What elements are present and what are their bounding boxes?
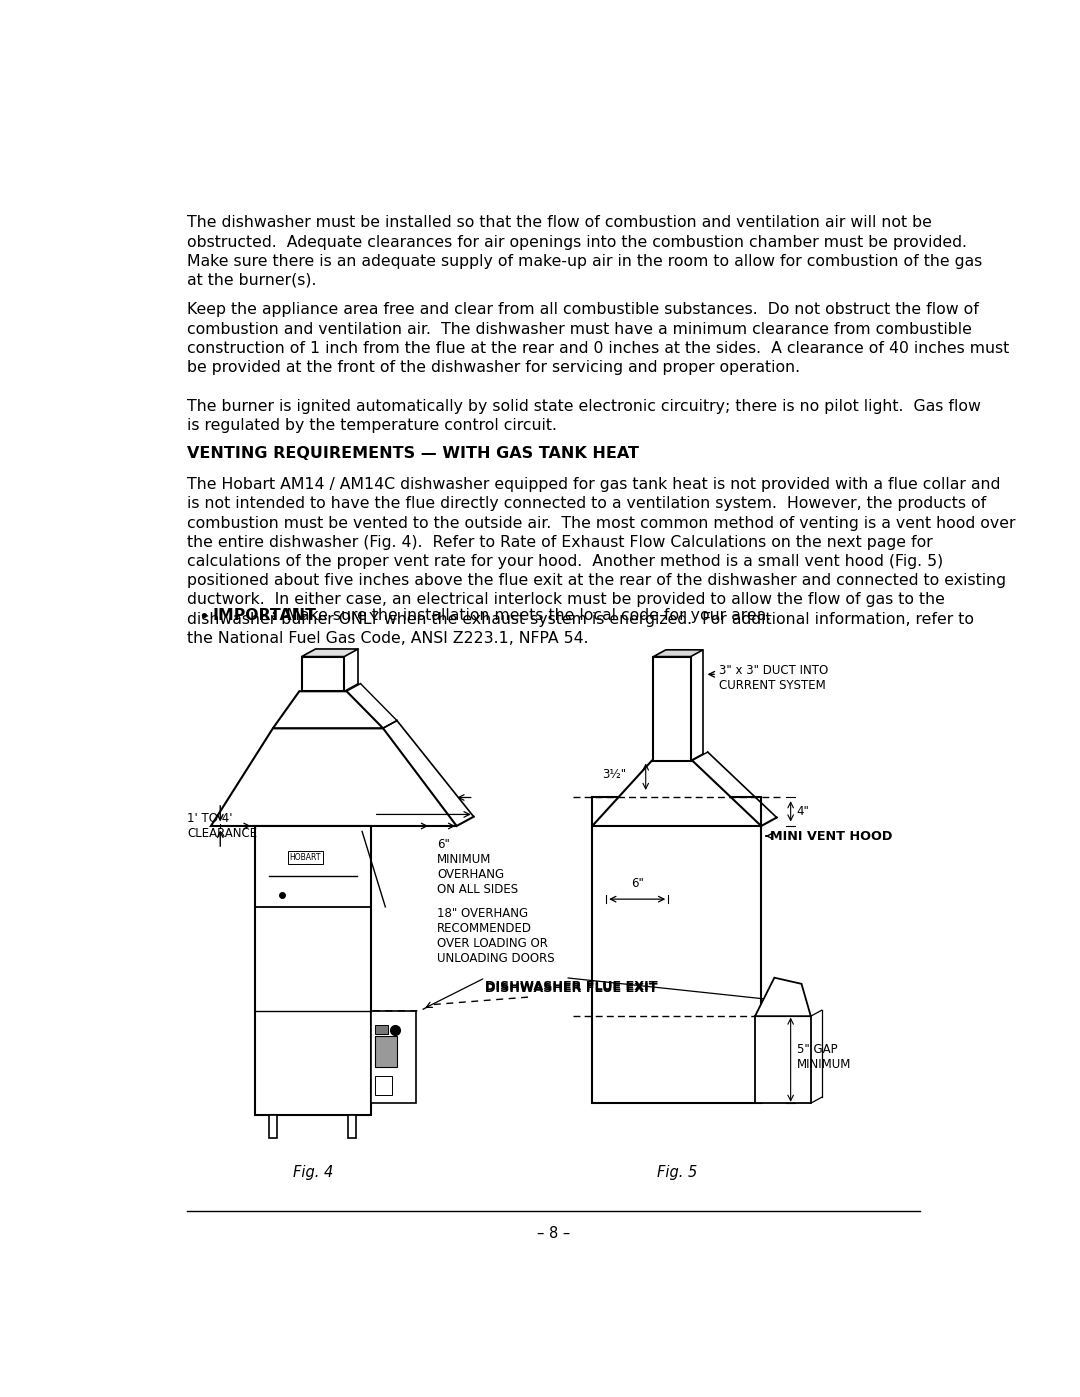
Text: MINI VENT HOOD: MINI VENT HOOD xyxy=(770,830,893,842)
Text: 4": 4" xyxy=(797,805,810,817)
Text: HOBART: HOBART xyxy=(289,854,321,862)
Bar xyxy=(372,1011,416,1104)
Bar xyxy=(375,1076,392,1095)
Text: 18" OVERHANG
RECOMMENDED
OVER LOADING OR
UNLOADING DOORS: 18" OVERHANG RECOMMENDED OVER LOADING OR… xyxy=(437,907,555,965)
Text: 6": 6" xyxy=(631,877,644,890)
Text: The Hobart AM14 / AM14C dishwasher equipped for gas tank heat is not provided wi: The Hobart AM14 / AM14C dishwasher equip… xyxy=(187,478,1015,645)
Polygon shape xyxy=(755,978,811,1016)
Bar xyxy=(592,796,761,1104)
Polygon shape xyxy=(592,760,761,826)
Text: :  Make sure the installation meets the local code for your area.: : Make sure the installation meets the l… xyxy=(271,608,771,623)
Text: 5" GAP
MINIMUM: 5" GAP MINIMUM xyxy=(797,1044,851,1071)
Bar xyxy=(375,1037,388,1045)
Text: Fig. 4: Fig. 4 xyxy=(293,1165,334,1180)
Text: The dishwasher must be installed so that the flow of combustion and ventilation : The dishwasher must be installed so that… xyxy=(187,215,982,288)
Text: DISHWASHER FLUE EXIT: DISHWASHER FLUE EXIT xyxy=(485,982,658,995)
Bar xyxy=(269,1115,276,1137)
Polygon shape xyxy=(211,728,457,826)
Bar xyxy=(301,657,345,692)
Bar xyxy=(653,657,691,760)
Polygon shape xyxy=(653,650,703,657)
Text: 6"
MINIMUM
OVERHANG
ON ALL SIDES: 6" MINIMUM OVERHANG ON ALL SIDES xyxy=(437,838,518,895)
Text: •: • xyxy=(199,608,210,626)
Text: Fig. 5: Fig. 5 xyxy=(658,1165,698,1180)
Text: The burner is ignited automatically by solid state electronic circuitry; there i: The burner is ignited automatically by s… xyxy=(187,398,981,433)
Polygon shape xyxy=(273,692,383,728)
Text: 3½": 3½" xyxy=(603,768,626,781)
Text: IMPORTANT: IMPORTANT xyxy=(213,608,316,623)
Text: Keep the appliance area free and clear from all combustible substances.  Do not : Keep the appliance area free and clear f… xyxy=(187,302,1009,374)
Text: 1' TO 4'
CLEARANCE: 1' TO 4' CLEARANCE xyxy=(187,812,257,840)
Polygon shape xyxy=(301,650,359,657)
Text: VENTING REQUIREMENTS — WITH GAS TANK HEAT: VENTING REQUIREMENTS — WITH GAS TANK HEA… xyxy=(187,447,639,461)
Text: DISHWASHER FLUE EXIT: DISHWASHER FLUE EXIT xyxy=(485,979,658,993)
Text: – 8 –: – 8 – xyxy=(537,1227,570,1242)
Text: 3" x 3" DUCT INTO
CURRENT SYSTEM: 3" x 3" DUCT INTO CURRENT SYSTEM xyxy=(718,665,828,693)
Bar xyxy=(375,1024,388,1034)
Bar xyxy=(255,826,372,1115)
Bar xyxy=(348,1115,356,1137)
Bar xyxy=(375,1037,397,1067)
Bar xyxy=(755,1016,811,1104)
